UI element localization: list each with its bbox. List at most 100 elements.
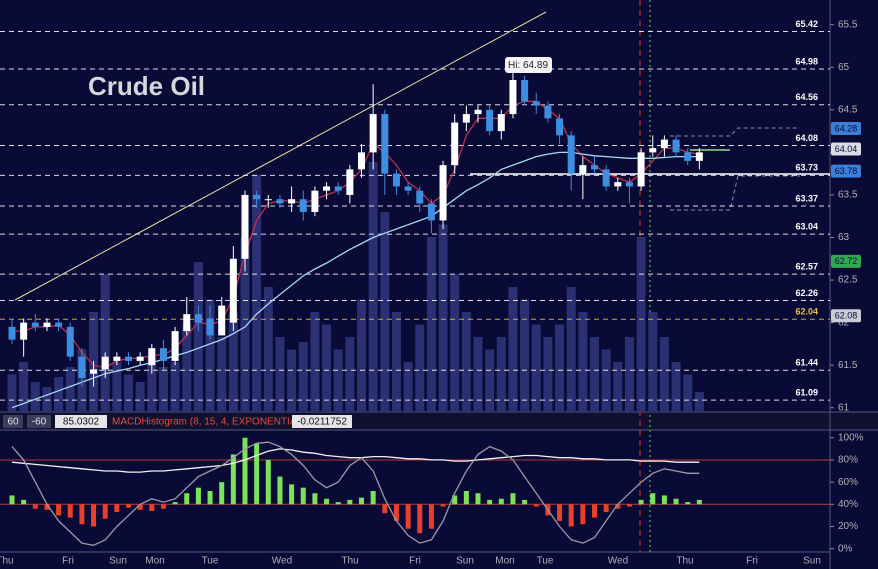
volume-bar (170, 362, 180, 412)
y-tick-label: 80% (838, 455, 858, 466)
indicator-name: MACDHistogram (8, 15, 4, EXPONENTIAL, ye… (112, 417, 327, 428)
volume-bar (7, 374, 17, 412)
projection-box (670, 127, 800, 211)
candle-body (78, 356, 86, 378)
readout-box (27, 415, 51, 428)
volume-bar (112, 362, 122, 412)
volume-bar (240, 237, 250, 412)
volume-bar (322, 324, 332, 412)
histogram-bar (56, 504, 62, 516)
candle-body (183, 314, 191, 332)
y-tick-label: 40% (838, 499, 858, 510)
price-level-label: 63.37 (795, 193, 818, 203)
volume-bar (659, 337, 669, 412)
histogram-bar (242, 437, 248, 505)
histogram-bar (300, 487, 306, 505)
histogram-bar (452, 495, 458, 505)
volume-bar (531, 324, 541, 412)
histogram-bar (603, 504, 609, 513)
volume-bar (601, 349, 611, 412)
volume-bar (391, 312, 401, 412)
y-tick-label: 65.5 (838, 19, 858, 30)
histogram-bar (592, 504, 597, 518)
candle-body (288, 199, 296, 204)
indicator-panel: 0% 20% 40% 60% 80% 100% Thu Fri Sun Mon Tue Wed Thu F… (0, 432, 864, 567)
volume-bar (438, 224, 448, 412)
volume-bar (182, 324, 192, 412)
volume-bar (683, 374, 693, 412)
x-tick-label: Thu (0, 556, 14, 567)
histogram-bar (370, 491, 376, 505)
histogram-bar (172, 502, 178, 505)
candle-body (264, 199, 272, 201)
volume-bar (613, 362, 623, 412)
histogram-bar (91, 504, 97, 527)
histogram-bar (498, 498, 504, 505)
indicator-value: -0.0211752 (297, 417, 347, 428)
candle-body (55, 322, 63, 327)
readout: -60 (32, 417, 47, 428)
histogram-bar (335, 502, 341, 505)
candle-body (497, 114, 505, 132)
histogram-bar (685, 502, 691, 505)
oscillator-line (11, 448, 700, 473)
volume-bar (298, 342, 308, 412)
histogram-bar (195, 487, 201, 505)
y-tick-label: 63 (838, 232, 850, 243)
histogram-bar (44, 504, 50, 510)
price-level-label: 64.98 (795, 56, 818, 66)
histogram-bar (149, 504, 155, 511)
candle-body (451, 122, 459, 166)
candle-body (299, 199, 307, 212)
candle-body (229, 258, 237, 323)
candle-body (346, 169, 354, 195)
price-tag (831, 122, 861, 136)
volume-bar (357, 299, 366, 412)
histogram-bar (265, 459, 271, 505)
histogram-bar (254, 443, 260, 505)
volume-bar (42, 387, 52, 412)
x-tick-label: Fri (746, 556, 758, 567)
candle-body (20, 322, 28, 340)
price-panel: 65.42 64.98 64.56 64.08 63.73 63.37 63.04 62.57… (0, 19, 861, 413)
candle-body (684, 152, 692, 161)
candle-body (404, 186, 412, 191)
candle-body (532, 101, 540, 106)
candle-body (253, 194, 261, 200)
volume-bar (333, 349, 343, 412)
candle-body (66, 326, 74, 357)
volume-bar (345, 337, 355, 412)
y-tick-label: 20% (838, 521, 858, 532)
volume-bar (636, 237, 646, 412)
histogram-bar (487, 499, 493, 505)
x-tick-label: Sun (109, 556, 127, 567)
volume-bar (496, 337, 506, 412)
candle-body (509, 80, 517, 115)
candle-body (392, 173, 400, 187)
x-tick-label: Fri (62, 556, 74, 567)
x-tick-label: Thu (341, 556, 358, 567)
candle-body (90, 369, 98, 374)
volume-bar (124, 374, 133, 412)
volume-bar (65, 367, 75, 412)
volume-bar (461, 312, 471, 412)
histogram-bar (615, 504, 621, 509)
volume-bar (671, 362, 681, 412)
volume-bar (228, 312, 238, 412)
volume-bar (555, 324, 565, 412)
price-level-label: 62.04 (795, 307, 818, 317)
histogram-bar (114, 504, 120, 513)
candle-body (369, 114, 377, 153)
x-tick-label: Sun (803, 556, 821, 567)
y-tick-label: 0% (838, 543, 853, 554)
trend-line (14, 11, 547, 301)
price-level-label: 64.56 (795, 92, 818, 102)
histogram-bar (510, 493, 516, 505)
price-tag-label: 64.04 (835, 144, 858, 154)
volume-bar (380, 212, 390, 412)
readout-box (3, 415, 23, 428)
price-tag (831, 309, 861, 323)
volume-bar (287, 349, 297, 412)
price-level-label: 63.73 (795, 163, 818, 173)
histogram-bar (661, 495, 667, 505)
